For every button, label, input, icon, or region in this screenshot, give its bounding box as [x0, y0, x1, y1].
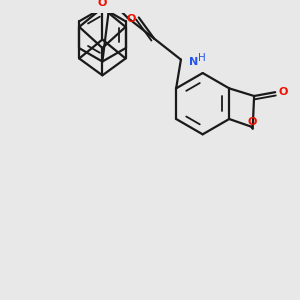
Text: N: N: [189, 56, 198, 67]
Text: O: O: [126, 14, 136, 24]
Text: O: O: [248, 117, 257, 127]
Text: O: O: [278, 87, 287, 97]
Text: H: H: [198, 53, 206, 63]
Text: O: O: [98, 0, 107, 8]
